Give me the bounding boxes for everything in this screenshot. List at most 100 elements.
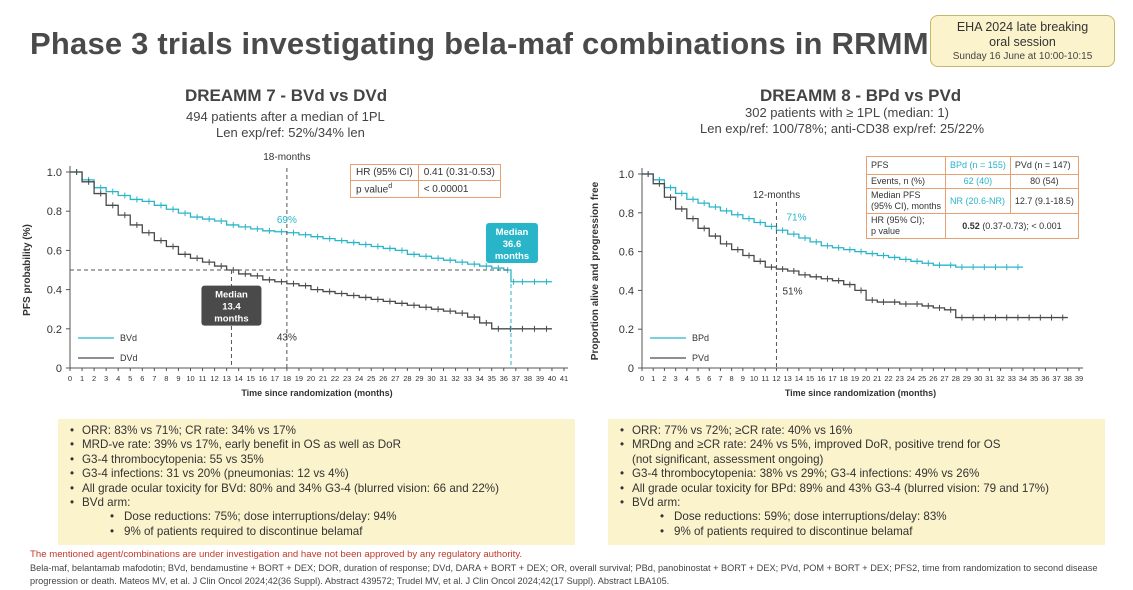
dreamm8-x-tick-label: 32 xyxy=(996,374,1004,383)
median-pfs-label-2: (95% CI), months xyxy=(871,201,942,211)
dreamm7-y-tick-label: 0.8 xyxy=(47,206,62,218)
dreamm7-km-chart: 0 0.2 0.4 0.6 0.8 1.0 0 1 2 3 4 5 6 7 8 9 10 11 12 13 14 15 16… xyxy=(18,140,573,415)
events-bpd: 62 (40) xyxy=(945,174,1011,189)
dreamm7-x-tick-label: 34 xyxy=(475,374,483,383)
dreamm7-y-tick-label: 0.2 xyxy=(47,324,62,336)
p-value: < 0.00001 xyxy=(417,179,501,199)
dreamm8-x-tick-label: 33 xyxy=(1008,374,1016,383)
left-panel-sub2: Len exp/ref: 52%/34% len xyxy=(216,125,365,140)
list-item: MRDng and ≥CR rate: 24% vs 5%, improved … xyxy=(616,438,1097,453)
dreamm8-x-tick-label: 5 xyxy=(696,374,700,383)
dreamm8-x-tick-label: 26 xyxy=(929,374,937,383)
dreamm7-y-tick-label: 0.4 xyxy=(47,285,62,297)
dreamm8-x-tick-label: 39 xyxy=(1075,374,1083,383)
dreamm8-x-tick-label: 27 xyxy=(940,374,948,383)
dreamm8-x-tick-label: 16 xyxy=(817,374,825,383)
dreamm7-x-tick-label: 22 xyxy=(331,374,339,383)
list-item: G3-4 thrombocytopenia: 38% vs 29%; G3-4 … xyxy=(616,467,1097,482)
sub-list-item: Dose reductions: 75%; dose interruptions… xyxy=(66,510,567,525)
dreamm7-x-tick-label: 30 xyxy=(427,374,435,383)
dreamm8-x-tick-label: 15 xyxy=(806,374,814,383)
median-bpd: NR (20.6-NR) xyxy=(945,188,1011,214)
hr-value: 0.41 (0.31-0.53) xyxy=(417,164,501,181)
dreamm7-x-tick-label: 0 xyxy=(68,374,72,383)
dreamm7-legend-label-bvd: BVd xyxy=(120,333,137,343)
dreamm8-x-tick-label: 17 xyxy=(828,374,836,383)
events-label: Events, n (%) xyxy=(865,174,947,189)
dreamm8-x-tick-label: 37 xyxy=(1052,374,1060,383)
dreamm7-x-axis-label: Time since randomization (months) xyxy=(241,388,392,398)
dreamm8-y-tick-label: 0.4 xyxy=(619,285,634,297)
list-item: All grade ocular toxicity for BPd: 89% a… xyxy=(616,482,1097,497)
eha-line1: EHA 2024 late breaking xyxy=(956,20,1089,34)
hr-bold: 0.52 xyxy=(962,220,980,231)
dreamm8-x-tick-label: 8 xyxy=(730,374,734,383)
dreamm7-x-tick-label: 5 xyxy=(128,374,132,383)
dreamm7-y-tick-label: 0.6 xyxy=(47,245,62,257)
dreamm8-pvd-51-label: 51% xyxy=(782,286,802,297)
dreamm8-legend-label-pvd: PVd xyxy=(692,353,709,363)
dreamm8-x-tick-label: 3 xyxy=(674,374,678,383)
dreamm8-x-tick-label: 7 xyxy=(718,374,722,383)
dreamm7-x-tick-label: 39 xyxy=(536,374,544,383)
sub-list-item: 9% of patients required to discontinue b… xyxy=(66,525,567,540)
dreamm8-y-axis-label: Proportion alive and progression free xyxy=(590,181,601,360)
dreamm8-x-tick-label: 10 xyxy=(750,374,758,383)
dreamm8-x-tick-label: 36 xyxy=(1041,374,1049,383)
p-sup: d xyxy=(388,183,393,190)
list-item: G3-4 thrombocytopenia: 55 vs 35% xyxy=(66,453,567,468)
dreamm8-y-tick-label: 0.8 xyxy=(619,208,634,220)
dreamm8-x-tick-label: 2 xyxy=(662,374,666,383)
dreamm7-dvd-43-label: 43% xyxy=(277,333,297,344)
dreamm7-x-tick-label: 23 xyxy=(343,374,351,383)
dreamm8-bpd-71-label: 71% xyxy=(786,213,806,224)
dreamm8-x-tick-label: 13 xyxy=(783,374,791,383)
dreamm7-series-bvd xyxy=(70,171,552,283)
dreamm8-x-tick-label: 9 xyxy=(741,374,745,383)
dreamm8-x-tick-label: 6 xyxy=(707,374,711,383)
dreamm7-x-tick-label: 18 xyxy=(283,374,291,383)
dreamm7-x-tick-label: 15 xyxy=(247,374,255,383)
dreamm7-bvd-69-label: 69% xyxy=(277,215,297,226)
dreamm7-x-tick-label: 10 xyxy=(186,374,194,383)
dreamm8-x-tick-label: 30 xyxy=(974,374,982,383)
dreamm8-x-tick-label: 11 xyxy=(761,374,769,383)
pvd-header: PVd (n = 147) xyxy=(1009,156,1079,175)
dreamm8-legend-label-bpd: BPd xyxy=(692,333,709,343)
dreamm8-y-tick-label: 1.0 xyxy=(619,169,634,181)
dreamm7-18-month-label: 18-months xyxy=(263,152,310,163)
list-item: BVd arm: xyxy=(616,496,1097,511)
list-item-continuation: (not significant, assessment ongoing) xyxy=(632,452,824,466)
left-panel-title: DREAMM 7 - BVd vs DVd xyxy=(185,86,388,105)
median-pfs-label: Median PFS (95% CI), months xyxy=(865,188,947,214)
hr-p-value: 0.52 (0.37-0.73); < 0.001 xyxy=(945,213,1079,239)
dreamm7-bvd-median-box xyxy=(485,222,538,263)
dreamm7-bvd-median-text: months xyxy=(495,251,529,262)
dreamm8-x-tick-label: 23 xyxy=(896,374,904,383)
page-title: Phase 3 trials investigating bela-maf co… xyxy=(30,26,929,61)
hr-rest: (0.37-0.73); < 0.001 xyxy=(979,220,1062,231)
eha-line3: Sunday 16 June at 10:00-10:15 xyxy=(952,51,1093,62)
dreamm7-x-tick-label: 9 xyxy=(176,374,180,383)
dreamm7-x-tick-label: 24 xyxy=(355,374,363,383)
dreamm7-x-tick-label: 14 xyxy=(235,374,243,383)
sub-list-item: Dose reductions: 59%; dose interruptions… xyxy=(616,510,1097,525)
dreamm8-x-tick-label: 22 xyxy=(884,374,892,383)
dreamm8-x-tick-label: 31 xyxy=(985,374,993,383)
dreamm7-x-tick-label: 11 xyxy=(199,374,207,383)
hr-p-label-2: p value xyxy=(871,226,901,236)
dreamm7-x-tick-label: 16 xyxy=(259,374,267,383)
hr-label: HR (95% CI) xyxy=(350,164,419,181)
list-item: G3-4 infections: 31 vs 20% (pneumonias: … xyxy=(66,467,567,482)
hr-p-label: HR (95% CI); p value xyxy=(865,213,947,239)
dreamm7-x-tick-label: 35 xyxy=(488,374,496,383)
dreamm7-x-tick-label: 6 xyxy=(140,374,144,383)
dreamm7-series-dvd xyxy=(70,171,552,330)
dreamm7-hr-table: HR (95% CI) 0.41 (0.31-0.53) p valued < … xyxy=(350,164,501,199)
dreamm8-findings: ORR: 77% vs 72%; ≥CR rate: 40% vs 16% MR… xyxy=(608,419,1105,545)
dreamm8-12-month-label: 12-months xyxy=(753,190,800,201)
dreamm7-x-tick-label: 37 xyxy=(512,374,520,383)
p-label: p value xyxy=(356,184,389,196)
dreamm8-km-chart: 0 0.2 0.4 0.6 0.8 1.0 0 1 2 3 4 5 6 7 8 9 10 11 12 13 14 15 16… xyxy=(586,140,1116,415)
dreamm7-x-tick-label: 38 xyxy=(524,374,532,383)
